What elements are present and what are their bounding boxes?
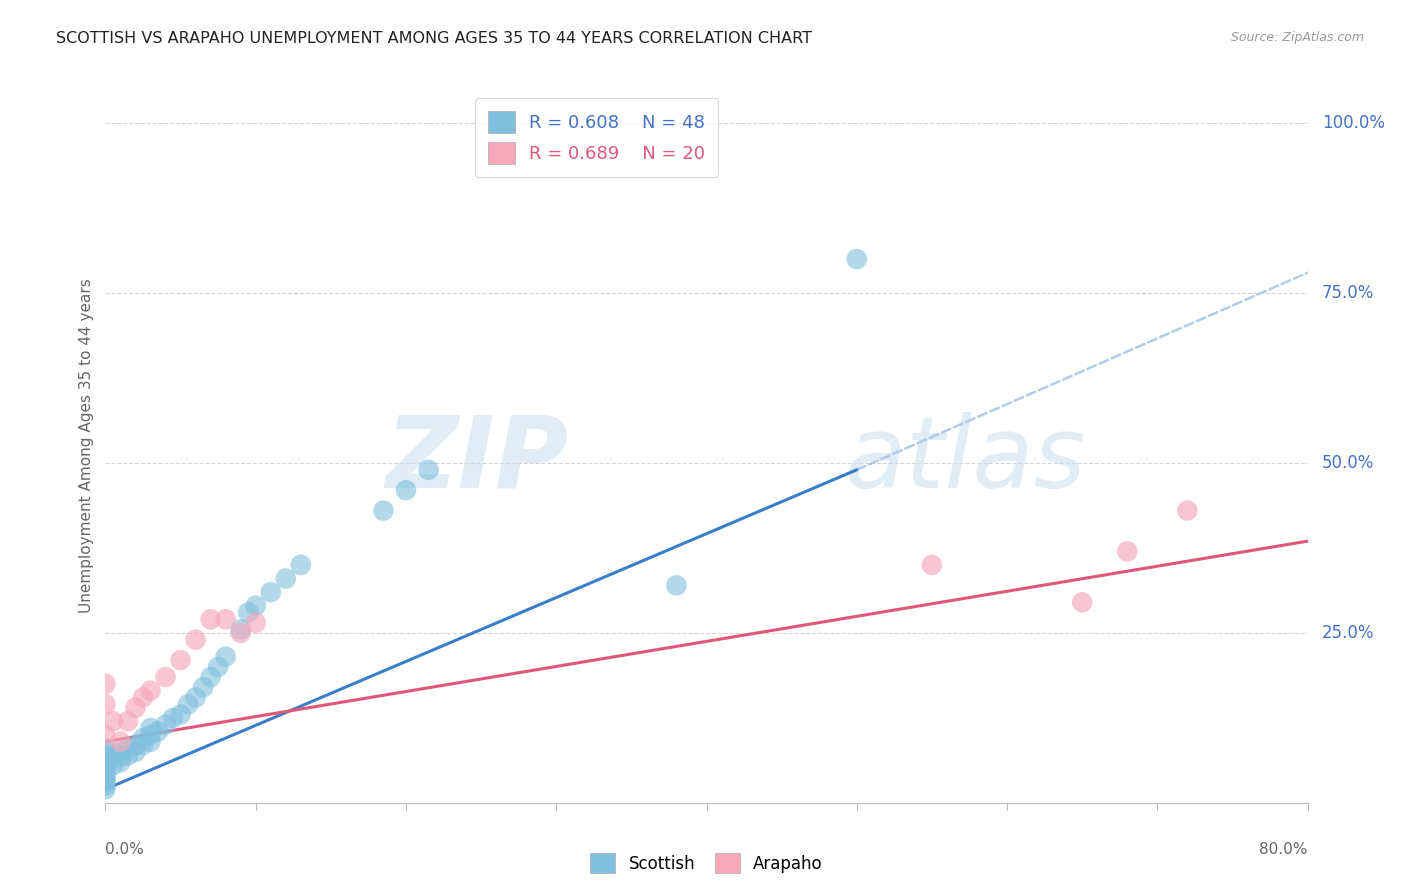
Point <box>117 741 139 756</box>
Point <box>94 772 117 786</box>
Point <box>110 734 132 748</box>
Text: atlas: atlas <box>845 412 1087 508</box>
Point <box>94 758 117 772</box>
Point <box>229 626 252 640</box>
Point <box>139 728 162 742</box>
Point <box>124 745 146 759</box>
Point <box>139 734 162 748</box>
Point <box>155 717 177 731</box>
Point <box>214 612 236 626</box>
Point <box>845 252 868 266</box>
Point <box>921 558 943 572</box>
Point <box>94 751 117 765</box>
Point <box>1116 544 1139 558</box>
Point <box>184 690 207 705</box>
Text: 100.0%: 100.0% <box>1322 114 1385 132</box>
Point <box>94 765 117 780</box>
Point <box>94 775 117 789</box>
Point <box>94 762 117 776</box>
Point <box>274 572 297 586</box>
Y-axis label: Unemployment Among Ages 35 to 44 years: Unemployment Among Ages 35 to 44 years <box>79 278 94 614</box>
Point <box>155 670 177 684</box>
Text: 25.0%: 25.0% <box>1322 624 1375 642</box>
Point <box>124 738 146 752</box>
Point <box>260 585 283 599</box>
Point <box>101 714 124 729</box>
Point <box>373 503 395 517</box>
Point <box>245 615 267 630</box>
Point <box>1071 595 1094 609</box>
Point <box>162 711 184 725</box>
Point <box>117 714 139 729</box>
Point <box>132 731 155 746</box>
Point <box>94 745 117 759</box>
Point <box>200 612 222 626</box>
Point <box>177 698 200 712</box>
Point <box>94 741 117 756</box>
Point <box>1175 503 1198 517</box>
Point <box>169 707 191 722</box>
Point <box>94 698 117 712</box>
Point <box>418 463 440 477</box>
Point <box>117 748 139 763</box>
Text: 80.0%: 80.0% <box>1260 842 1308 857</box>
Text: 0.0%: 0.0% <box>105 842 145 857</box>
Point <box>139 721 162 735</box>
Point <box>238 606 260 620</box>
Point <box>395 483 418 498</box>
Point <box>101 751 124 765</box>
Point <box>101 758 124 772</box>
Point <box>110 745 132 759</box>
Point <box>139 683 162 698</box>
Point <box>146 724 169 739</box>
Point <box>184 632 207 647</box>
Text: Source: ZipAtlas.com: Source: ZipAtlas.com <box>1230 31 1364 45</box>
Point <box>207 660 229 674</box>
Point <box>169 653 191 667</box>
Text: 50.0%: 50.0% <box>1322 454 1375 472</box>
Point <box>94 677 117 691</box>
Point <box>94 779 117 793</box>
Text: ZIP: ZIP <box>385 412 568 508</box>
Point <box>214 649 236 664</box>
Text: SCOTTISH VS ARAPAHO UNEMPLOYMENT AMONG AGES 35 TO 44 YEARS CORRELATION CHART: SCOTTISH VS ARAPAHO UNEMPLOYMENT AMONG A… <box>56 31 813 46</box>
Point <box>229 623 252 637</box>
Point <box>94 728 117 742</box>
Point <box>290 558 312 572</box>
Point <box>665 578 688 592</box>
Point <box>94 782 117 797</box>
Text: 75.0%: 75.0% <box>1322 284 1375 302</box>
Point <box>245 599 267 613</box>
Point <box>200 670 222 684</box>
Point <box>110 749 132 764</box>
Point <box>94 748 117 763</box>
Point <box>191 680 214 694</box>
Legend: Scottish, Arapaho: Scottish, Arapaho <box>583 847 830 880</box>
Point <box>132 738 155 752</box>
Point <box>94 755 117 769</box>
Point <box>124 700 146 714</box>
Point <box>132 690 155 705</box>
Point <box>110 755 132 769</box>
Point <box>94 769 117 783</box>
